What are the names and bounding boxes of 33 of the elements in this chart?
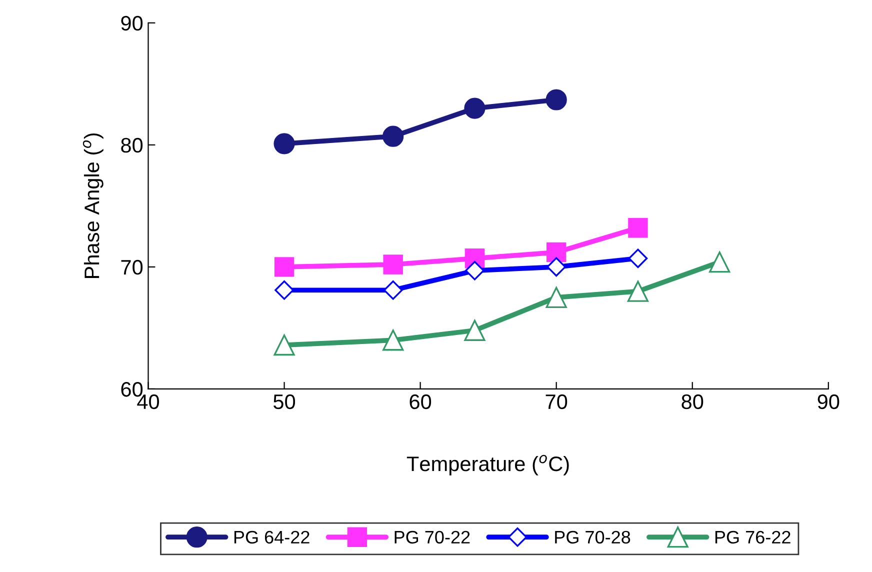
- point: [382, 126, 404, 147]
- legend-label: PG 76-22: [715, 530, 790, 544]
- point: [382, 330, 404, 351]
- point: [274, 257, 294, 277]
- x-axis-title: Temperature ($^{o}$C): [406, 454, 569, 476]
- y-tick-label: 80: [121, 138, 143, 153]
- x-tick-label: 60: [410, 394, 432, 410]
- legend-label: PG 64-22: [234, 530, 310, 544]
- point: [546, 89, 567, 110]
- point: [274, 334, 295, 356]
- point: [464, 320, 486, 341]
- point: [274, 133, 295, 154]
- x-tick-label: 90: [818, 394, 840, 410]
- point: [464, 98, 486, 119]
- point: [465, 260, 484, 280]
- y-axis-title: Phase Angle ($^{o}$): [82, 133, 104, 278]
- y-tick-label: 90: [121, 16, 143, 31]
- y-tick-label: 70: [121, 260, 143, 275]
- point: [628, 218, 648, 238]
- point: [627, 280, 649, 302]
- point: [546, 257, 566, 277]
- legend-label: PG 70-22: [394, 530, 470, 544]
- point: [383, 254, 403, 274]
- x-tick-label: 70: [546, 394, 568, 410]
- point: [546, 242, 566, 262]
- point: [546, 286, 567, 308]
- point: [709, 251, 730, 273]
- x-tick-label: 80: [682, 394, 704, 410]
- point: [274, 280, 294, 300]
- legend-label: PG 70-28: [555, 530, 630, 544]
- point: [628, 248, 648, 268]
- point: [383, 280, 403, 300]
- x-tick-label: 50: [274, 394, 296, 410]
